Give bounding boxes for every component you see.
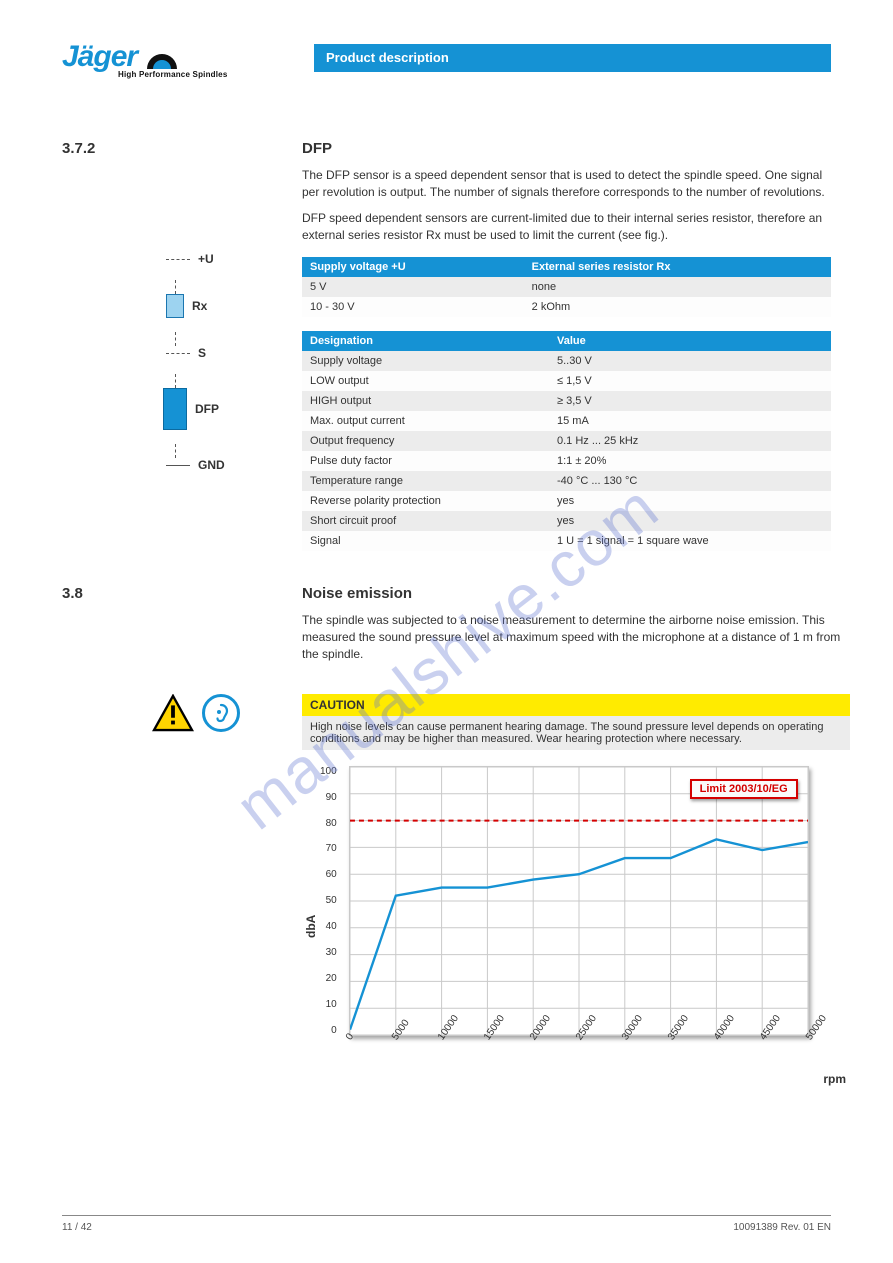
table-cell: ≤ 1,5 V [549,371,831,391]
ytick: 30 [320,947,337,958]
chart-plot-area: Limit 2003/10/EG [349,766,809,1036]
table-cell: 5..30 V [549,351,831,371]
hearing-protection-icon [202,694,240,732]
table-cell: ≥ 3,5 V [549,391,831,411]
page-title-bar: Product description [314,44,831,72]
rx-box-icon [166,294,184,318]
table-cell: none [524,277,831,297]
ytick: 80 [320,818,337,829]
section-number: 3.7.2 [62,140,282,157]
caution-text: High noise levels can cause permanent he… [302,716,850,750]
table-row: Signal1 U = 1 signal = 1 square wave [302,531,831,551]
body-text: The DFP sensor is a speed dependent sens… [302,167,831,202]
noise-chart: dbA 1009080706050403020100 Limit 2003/10… [302,766,850,1086]
table-cell: 1:1 ± 20% [549,451,831,471]
ytick: 10 [320,999,337,1010]
table-cell: Max. output current [302,411,549,431]
ytick: 0 [320,1025,337,1036]
table-row: 10 - 30 V2 kOhm [302,297,831,317]
table-row: Reverse polarity protectionyes [302,491,831,511]
table-row: Supply voltage5..30 V [302,351,831,371]
label-rx: Rx [192,299,207,313]
table-row: Short circuit proofyes [302,511,831,531]
body-text: DFP speed dependent sensors are current-… [302,210,831,245]
page-footer: 11 / 42 10091389 Rev. 01 EN [62,1215,831,1233]
ytick: 100 [320,766,337,777]
table-header: Value [549,331,831,351]
table-cell: Short circuit proof [302,511,549,531]
section-number: 3.8 [62,585,282,602]
caution-block: CAUTION High noise levels can cause perm… [302,694,850,750]
table-row: Temperature range-40 °C ... 130 °C [302,471,831,491]
table-cell: Supply voltage [302,351,549,371]
ytick: 40 [320,921,337,932]
table-cell: Pulse duty factor [302,451,549,471]
table-cell: Temperature range [302,471,549,491]
section-noise: 3.8 Noise emission The spindle was subje… [62,585,831,1086]
ytick: 70 [320,843,337,854]
table-cell: Signal [302,531,549,551]
table-row: Pulse duty factor1:1 ± 20% [302,451,831,471]
table-cell: 10 - 30 V [302,297,524,317]
table-cell: yes [549,511,831,531]
table-header: Designation [302,331,549,351]
doc-rev: 10091389 Rev. 01 EN [733,1222,831,1233]
caution-icons [152,694,240,732]
section-title: Noise emission [302,585,850,602]
table-cell: yes [549,491,831,511]
ytick: 60 [320,869,337,880]
ytick: 50 [320,895,337,906]
table-row: Output frequency0.1 Hz ... 25 kHz [302,431,831,451]
table-cell: -40 °C ... 130 °C [549,471,831,491]
table-cell: 5 V [302,277,524,297]
table-cell: Reverse polarity protection [302,491,549,511]
label-dfp: DFP [195,402,219,416]
table-cell: 2 kOhm [524,297,831,317]
label-u: +U [198,252,214,266]
page-header: Jäger High Performance Spindles Product … [62,40,831,90]
dfp-box-icon [163,388,187,430]
logo-word: Jäger [62,40,137,73]
table-spec: Designation Value Supply voltage5..30 VL… [302,331,831,551]
logo: Jäger High Performance Spindles [62,40,227,79]
table-row: LOW output≤ 1,5 V [302,371,831,391]
table-header: External series resistor Rx [524,257,831,277]
dfp-circuit-diagram: +U Rx S DFP GND [156,252,286,486]
chart-xlabel: rpm [320,1072,850,1086]
body-text: The spindle was subjected to a noise mea… [302,612,850,664]
table-row: HIGH output≥ 3,5 V [302,391,831,411]
table-row: Max. output current15 mA [302,411,831,431]
chart-ylabel: dbA [302,766,320,1086]
section-title: DFP [302,140,831,157]
caution-heading: CAUTION [302,694,850,716]
table-cell: Output frequency [302,431,549,451]
table-cell: HIGH output [302,391,549,411]
ytick: 20 [320,973,337,984]
table-cell: LOW output [302,371,549,391]
ytick: 90 [320,792,337,803]
table-header: Supply voltage +U [302,257,524,277]
table-cell: 1 U = 1 signal = 1 square wave [549,531,831,551]
logo-subtitle: High Performance Spindles [118,70,227,79]
page-number: 11 / 42 [62,1222,92,1233]
limit-label: Limit 2003/10/EG [690,779,798,799]
table-cell: 15 mA [549,411,831,431]
table-cell: 0.1 Hz ... 25 kHz [549,431,831,451]
table-row: 5 Vnone [302,277,831,297]
table-resistor: Supply voltage +U External series resist… [302,257,831,317]
warning-triangle-icon [152,694,194,732]
label-gnd: GND [198,458,225,472]
label-s: S [198,346,206,360]
